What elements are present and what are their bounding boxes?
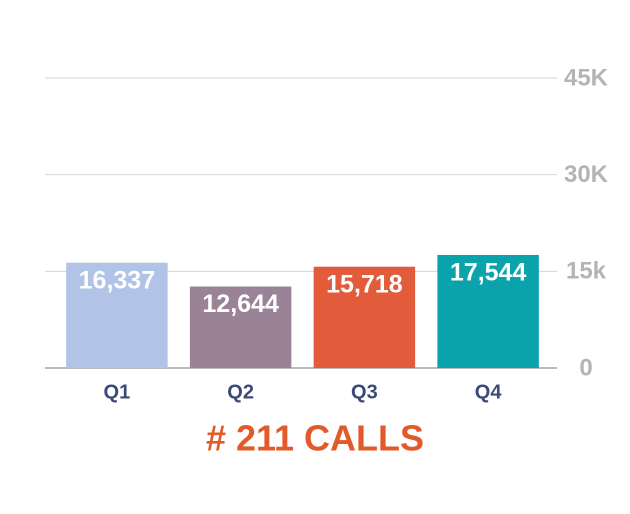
x-tick-label: Q2 [227, 381, 254, 403]
value-label: 15,718 [326, 270, 403, 298]
y-tick-label: 45K [564, 64, 609, 91]
bar [66, 262, 168, 368]
value-label: 12,644 [202, 290, 279, 318]
x-tick-label: Q3 [351, 381, 378, 403]
value-label: 16,337 [79, 266, 155, 294]
y-tick-label: 0 [579, 354, 592, 381]
value-label: 17,544 [450, 259, 527, 287]
y-tick-label: 30K [564, 161, 609, 188]
y-tick-label: 15k [566, 258, 607, 285]
x-tick-label: Q1 [104, 381, 131, 403]
x-tick-label: Q4 [475, 381, 503, 403]
bar [313, 266, 416, 368]
bar [437, 254, 539, 368]
chart-title: # 211 CALLS [206, 418, 424, 459]
bar [189, 286, 292, 368]
